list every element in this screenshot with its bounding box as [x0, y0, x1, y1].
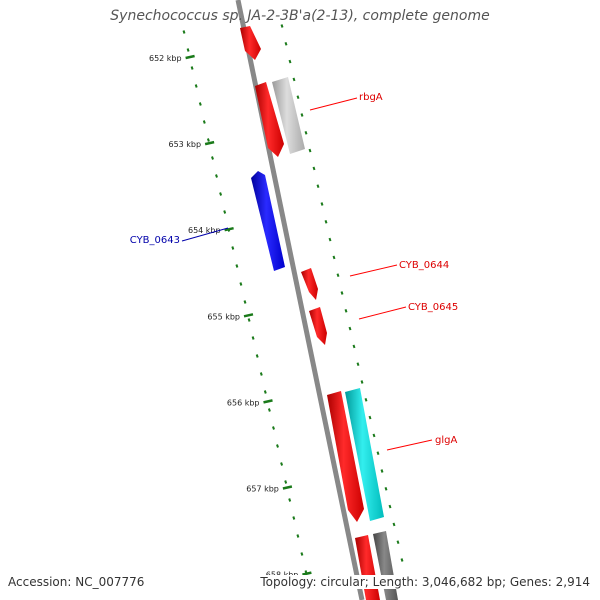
gene-arrow-CYB_0643[interactable]: [251, 171, 285, 271]
inner-tick-track-dot: [292, 516, 296, 520]
outer-tick-track-dot: [308, 148, 312, 153]
outer-tick-track-dot: [364, 397, 368, 402]
inner-tick-track-dot: [247, 318, 251, 322]
inner-tick-track-dot: [198, 102, 202, 106]
inner-tick-track-dot: [182, 30, 186, 34]
scale-tick-label: 655 kbp: [207, 312, 240, 321]
leader-line-CYB_0643: [181, 227, 229, 242]
inner-tick-track-dot: [284, 480, 288, 484]
gene-label-CYB_0643[interactable]: CYB_0643: [130, 235, 180, 246]
outer-tick-track-dot: [344, 308, 348, 313]
inner-tick-track-dot: [276, 444, 279, 448]
inner-tick-track-dot: [263, 390, 267, 394]
outer-tick-track-dot: [336, 273, 340, 278]
outer-tick-track-dot: [352, 344, 356, 349]
outer-tick-track-dot: [384, 486, 388, 491]
inner-tick-track-dot: [235, 264, 239, 268]
gene-label-glgA[interactable]: glgA: [435, 435, 457, 446]
outer-tick-track-dot: [388, 504, 392, 509]
gene-arrow-glgA[interactable]: [327, 391, 364, 522]
genome-summary-text: Topology: circular; Length: 3,046,682 bp…: [258, 575, 590, 589]
scale-tick-label: 657 kbp: [246, 485, 279, 494]
gene-feature-gray[interactable]: [272, 77, 305, 154]
inner-tick-track-dot: [280, 462, 284, 466]
scale-tick-label: 654 kbp: [188, 226, 221, 235]
outer-tick-track-dot: [360, 380, 364, 384]
inner-tick-track-dot: [206, 138, 210, 142]
gene-label-rbgA[interactable]: rbgA: [359, 92, 383, 103]
inner-tick-track-dot: [239, 282, 243, 286]
outer-tick-track-dot: [348, 326, 352, 331]
scale-tick-label: 656 kbp: [227, 398, 260, 407]
scale-tick: [204, 140, 215, 146]
inner-tick-track-dot: [231, 246, 235, 250]
outer-tick-track-dot: [324, 219, 328, 224]
inner-tick-track-dot: [267, 408, 271, 412]
gene-arrow-rbgA[interactable]: [255, 82, 284, 157]
inner-tick-track-dot: [259, 372, 263, 376]
scale-tick: [263, 399, 273, 404]
outer-tick-track-dot: [284, 41, 288, 46]
inner-tick-track-dot: [211, 156, 214, 160]
gene-leader-lines: [181, 97, 433, 451]
leader-line-CYB_0644: [349, 264, 398, 277]
inner-tick-track-dot: [300, 552, 304, 556]
outer-tick-track-dot: [300, 113, 304, 117]
inner-tick-track-dot: [243, 300, 247, 304]
gene-arrow-CYB_0644[interactable]: [301, 268, 318, 300]
inner-tick-track-dot: [194, 84, 198, 88]
inner-tick-track-dot: [255, 354, 259, 358]
outer-tick-track-dot: [296, 95, 300, 100]
gene-label-CYB_0644[interactable]: CYB_0644: [399, 260, 449, 271]
outer-tick-track-dot: [400, 558, 404, 562]
scale-tick-label: 652 kbp: [149, 54, 182, 63]
outer-tick-track-dot: [312, 166, 316, 171]
scale-tick: [224, 226, 234, 232]
genome-title: Synechococcus sp. JA-2-3B'a(2-13), compl…: [110, 8, 490, 24]
inner-tick-track-dot: [251, 336, 255, 340]
gene-features[interactable]: [240, 26, 398, 600]
outer-tick-track-dot: [280, 24, 284, 28]
gene-arrow-CYB_0645[interactable]: [309, 307, 327, 345]
outer-tick-track-dot: [376, 451, 380, 456]
inner-tick-track-dot: [186, 48, 190, 52]
scale-tick: [302, 571, 312, 576]
inner-tick-track-dot: [202, 120, 206, 124]
outer-tick-track-dot: [292, 77, 296, 82]
outer-tick-track-dot: [320, 202, 324, 206]
inner-tick-track-dot: [288, 498, 292, 502]
inner-tick-track-dot: [215, 174, 218, 178]
outer-tick-track-dot: [288, 59, 292, 64]
inner-tick-track-dot: [219, 192, 223, 196]
inner-tick-track-dot: [272, 426, 275, 430]
accession-text: Accession: NC_007776: [8, 575, 145, 589]
outer-tick-track-dot: [380, 469, 384, 473]
scale-tick: [243, 313, 254, 318]
outer-tick-track-dot: [392, 522, 396, 527]
scale-tick: [185, 54, 195, 60]
gene-feature-cyan[interactable]: [345, 388, 384, 521]
scale-tick: [282, 485, 293, 490]
scale-tick-label: 653 kbp: [168, 140, 201, 149]
outer-tick-track-dot: [340, 291, 344, 295]
leader-line-glgA: [386, 439, 433, 451]
leader-line-rbgA: [309, 97, 358, 111]
outer-tick-track-dot: [332, 255, 336, 260]
outer-tick-track-dot: [368, 415, 372, 420]
outer-tick-track-dot: [356, 362, 360, 367]
leader-line-CYB_0645: [358, 306, 407, 320]
outer-tick-track-dot: [328, 237, 332, 242]
inner-tick-track-dot: [223, 210, 227, 214]
inner-tick-track-dot: [190, 66, 194, 70]
gene-label-CYB_0645[interactable]: CYB_0645: [408, 302, 458, 313]
outer-tick-track-dot: [316, 184, 320, 189]
outer-tick-track-dot: [396, 540, 400, 545]
outer-tick-track-dot: [304, 130, 308, 135]
gene-arrow-top-partial[interactable]: [240, 26, 261, 60]
inner-tick-track-dot: [296, 534, 300, 538]
outer-tick-track-dot: [372, 433, 376, 438]
gene-labels: rbgA CYB_0643 CYB_0644 CYB_0645 glgA: [130, 92, 458, 446]
